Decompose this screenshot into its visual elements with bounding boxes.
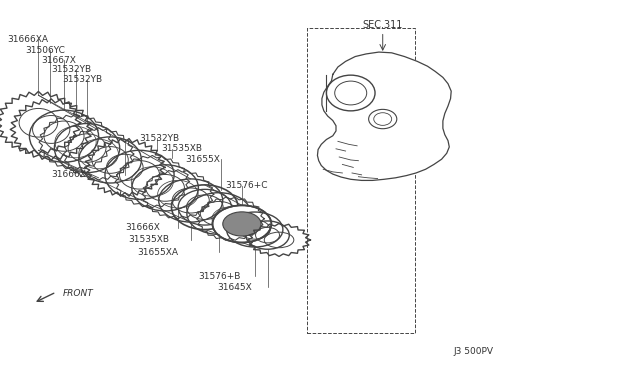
Text: 31645X: 31645X: [218, 283, 252, 292]
Text: 31576+B: 31576+B: [198, 272, 241, 280]
Text: 31655X: 31655X: [186, 155, 220, 164]
Text: FRONT: FRONT: [63, 289, 93, 298]
Ellipse shape: [212, 205, 271, 243]
Text: 31666X: 31666X: [51, 170, 86, 179]
Text: 31667X: 31667X: [42, 56, 76, 65]
Text: 31532YB: 31532YB: [140, 134, 180, 143]
Text: 31506YC: 31506YC: [26, 46, 65, 55]
Text: 31576+C: 31576+C: [225, 182, 268, 190]
Ellipse shape: [326, 75, 375, 111]
Text: 31655XA: 31655XA: [138, 248, 179, 257]
Text: 31666XA: 31666XA: [8, 35, 49, 44]
Polygon shape: [317, 52, 451, 180]
Text: 31532YB: 31532YB: [63, 75, 103, 84]
Bar: [307, 28, 415, 333]
Text: J3 500PV: J3 500PV: [454, 347, 493, 356]
Text: SEC.311: SEC.311: [362, 20, 403, 30]
Text: 31535XB: 31535XB: [161, 144, 202, 153]
Ellipse shape: [369, 109, 397, 129]
Text: 31535XB: 31535XB: [128, 235, 169, 244]
Ellipse shape: [223, 212, 261, 236]
Text: 31532YB: 31532YB: [51, 65, 92, 74]
Text: 31666X: 31666X: [125, 223, 159, 232]
